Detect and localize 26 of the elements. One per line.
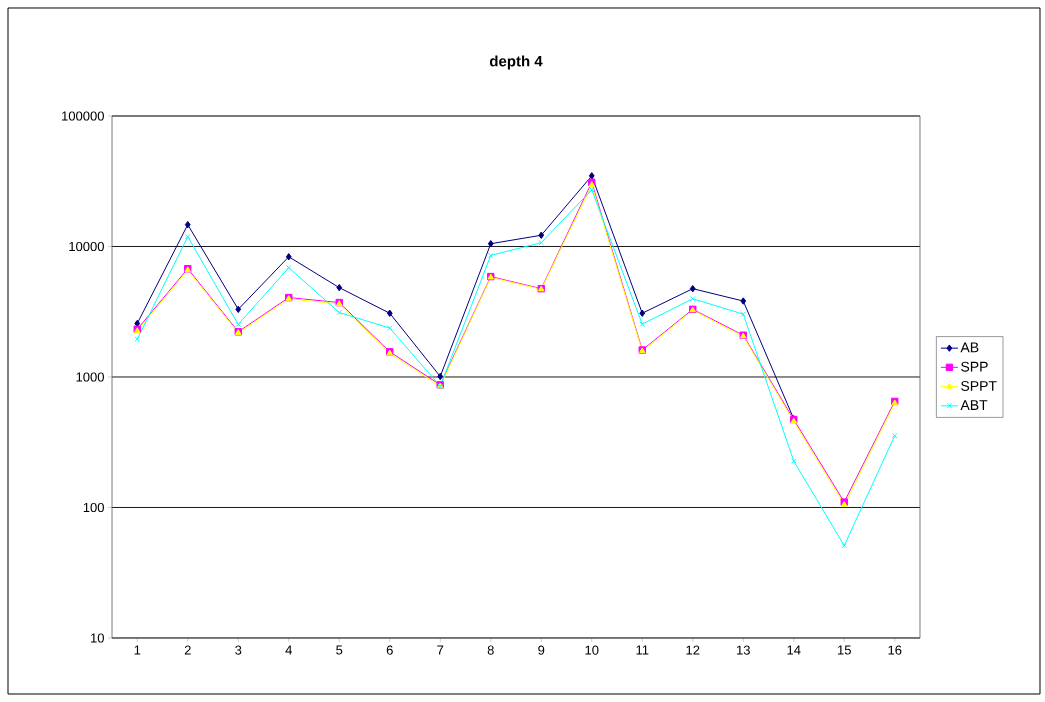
x-tick-label: 3 [235,645,242,655]
x-tick-label: 7 [437,645,444,655]
x-tick-label: 13 [737,645,750,655]
x-tick-label: 14 [787,645,801,655]
legend-label: SPPT [961,380,997,391]
legend-label: ABT [960,400,988,410]
x-tick-label: 16 [888,645,902,655]
x-tick-label: 6 [386,645,393,655]
y-tick-label: 10000 [69,241,104,252]
y-tick-label: 1000 [76,372,104,382]
chart-title: depth 4 [489,55,543,70]
x-tick-label: 15 [838,645,851,655]
y-tick-label: 100000 [62,111,104,121]
x-tick-label: 4 [285,645,292,655]
y-tick-label: 100 [83,502,104,513]
legend-label: AB [960,342,979,353]
x-tick-label: 8 [487,645,494,655]
x-tick-label: 5 [336,645,343,655]
x-tick-label: 9 [538,645,545,655]
x-tick-label: 1 [134,645,141,655]
x-tick-label: 2 [184,645,191,655]
y-tick-label: 10 [91,633,104,643]
legend-label: SPP [961,361,988,372]
x-tick-label: 11 [636,645,649,655]
x-tick-label: 12 [686,645,700,655]
x-tick-label: 10 [585,645,599,655]
